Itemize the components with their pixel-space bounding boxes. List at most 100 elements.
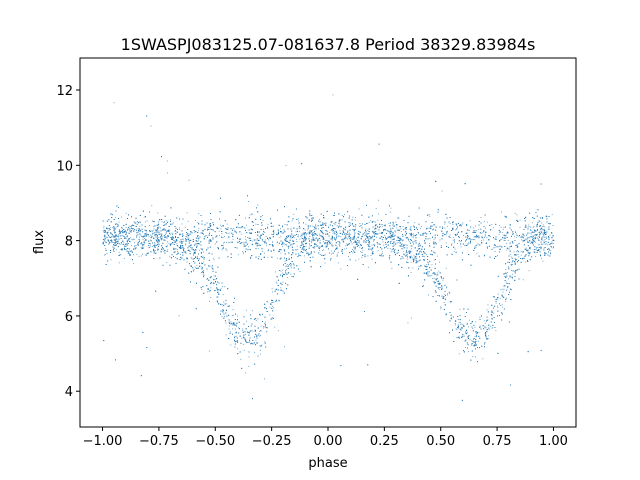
data-point xyxy=(175,257,176,258)
data-point xyxy=(189,247,191,249)
data-point xyxy=(483,231,484,232)
data-point xyxy=(438,288,440,290)
data-point xyxy=(102,230,104,232)
data-point xyxy=(103,227,105,229)
data-point xyxy=(264,252,265,254)
data-point xyxy=(451,243,453,245)
data-point xyxy=(245,244,247,246)
data-point xyxy=(439,239,441,241)
data-point xyxy=(332,215,334,216)
data-point xyxy=(314,239,316,241)
data-point xyxy=(466,331,468,333)
data-point xyxy=(445,267,447,269)
data-point xyxy=(462,222,464,224)
data-point xyxy=(528,270,530,272)
data-point xyxy=(184,268,186,270)
data-point xyxy=(158,226,160,228)
data-point xyxy=(348,233,350,235)
data-point xyxy=(354,226,356,228)
data-point xyxy=(263,327,264,329)
data-point xyxy=(428,243,430,244)
data-point xyxy=(536,237,538,239)
data-point xyxy=(541,233,543,235)
data-point xyxy=(435,278,437,280)
data-point xyxy=(210,297,212,298)
data-point xyxy=(324,246,326,248)
data-point xyxy=(333,223,335,224)
data-point xyxy=(171,232,173,234)
data-point xyxy=(317,228,319,230)
data-point xyxy=(152,230,154,232)
data-point xyxy=(473,227,475,229)
data-point xyxy=(488,239,490,241)
data-point xyxy=(272,305,273,307)
data-point xyxy=(264,378,265,380)
data-point xyxy=(123,230,125,232)
data-point xyxy=(405,237,407,239)
data-point xyxy=(488,329,490,331)
data-point xyxy=(529,242,531,244)
data-point xyxy=(242,251,244,253)
data-point xyxy=(276,233,277,235)
data-point xyxy=(240,233,242,235)
data-point xyxy=(196,265,198,267)
data-point xyxy=(299,238,301,240)
data-point xyxy=(136,223,138,225)
data-point xyxy=(322,241,324,243)
data-point xyxy=(218,292,220,294)
data-point xyxy=(255,223,257,225)
data-point xyxy=(381,254,382,255)
data-point xyxy=(324,262,326,264)
data-point xyxy=(149,225,150,226)
data-point xyxy=(226,223,228,225)
data-point xyxy=(431,264,433,266)
data-point xyxy=(258,256,260,257)
data-point xyxy=(471,340,473,342)
data-point xyxy=(433,243,435,245)
data-point xyxy=(225,303,227,305)
data-point xyxy=(531,237,533,239)
data-point xyxy=(200,266,202,268)
data-point xyxy=(491,317,493,319)
data-point xyxy=(243,344,245,346)
data-point xyxy=(202,255,204,257)
data-point xyxy=(528,237,530,239)
data-point xyxy=(203,261,205,263)
data-point xyxy=(232,334,233,335)
data-point xyxy=(216,300,218,302)
data-point xyxy=(541,243,542,245)
data-point xyxy=(493,247,495,249)
data-point xyxy=(304,240,306,242)
data-point xyxy=(377,250,379,252)
data-point xyxy=(246,320,247,322)
data-point xyxy=(110,233,112,235)
data-point xyxy=(302,246,304,248)
data-point xyxy=(532,222,533,224)
data-point xyxy=(245,236,246,238)
data-point xyxy=(280,235,282,237)
data-point xyxy=(198,213,200,215)
data-point xyxy=(352,216,354,218)
data-point xyxy=(265,331,267,333)
data-point xyxy=(237,315,238,317)
data-point xyxy=(124,244,126,245)
data-point xyxy=(155,230,157,232)
data-point xyxy=(363,241,365,243)
data-point xyxy=(345,243,347,245)
data-point xyxy=(473,236,475,238)
data-point xyxy=(158,230,160,232)
data-point xyxy=(436,255,438,257)
data-point xyxy=(346,245,348,246)
data-point xyxy=(341,219,343,221)
data-point xyxy=(105,230,107,232)
data-point xyxy=(319,249,321,251)
data-point xyxy=(420,266,422,268)
data-point xyxy=(495,330,497,332)
data-point xyxy=(290,273,292,275)
data-point xyxy=(114,227,115,229)
data-point xyxy=(506,297,507,299)
data-point xyxy=(533,239,535,241)
data-point xyxy=(544,239,546,240)
data-point xyxy=(332,229,334,230)
data-point xyxy=(377,219,379,221)
